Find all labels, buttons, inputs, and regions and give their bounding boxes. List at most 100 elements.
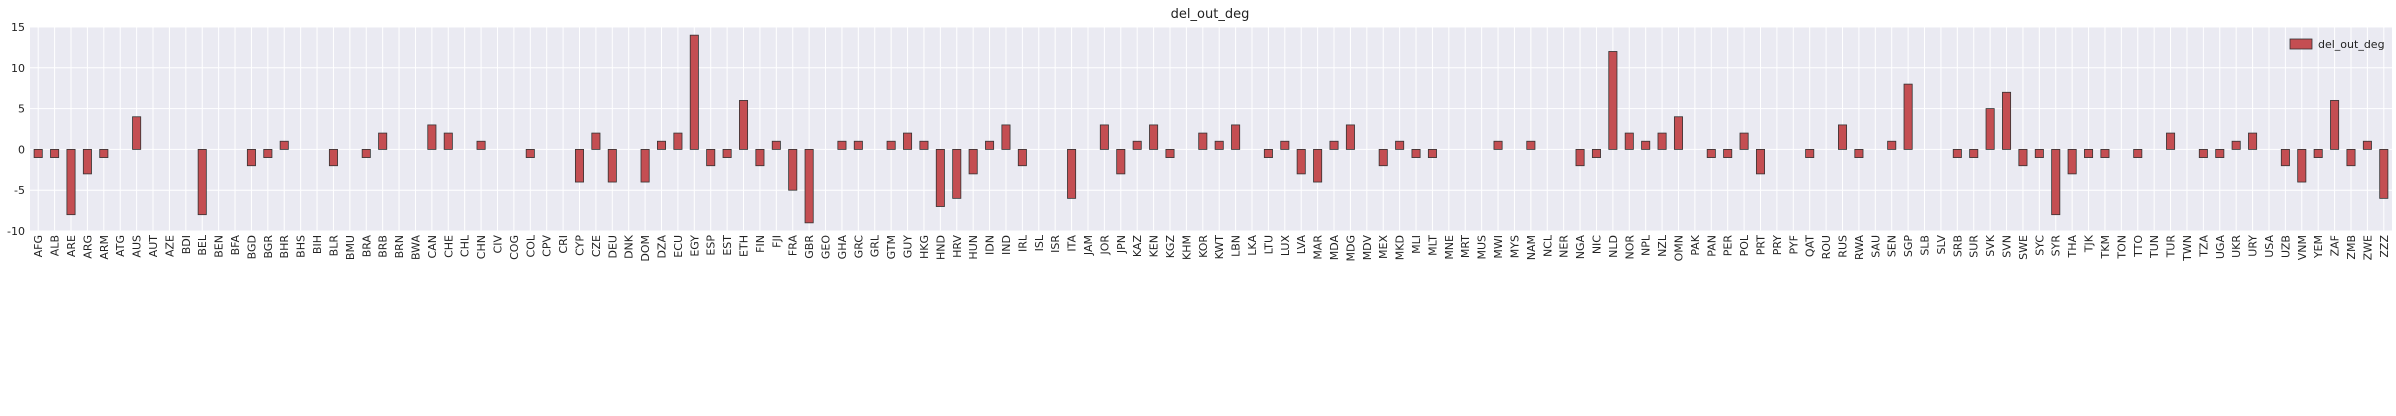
bar — [2034, 148, 2044, 158]
x-tick-label: NLD — [1607, 235, 1620, 258]
x-tick-label: CAN — [426, 235, 439, 258]
x-tick-label: KGZ — [1164, 235, 1177, 259]
x-tick-label: LBN — [1230, 235, 1243, 257]
x-tick-label: MKD — [1394, 235, 1407, 260]
x-tick-label: ALB — [49, 235, 62, 256]
x-tick-label: PAK — [1689, 234, 1702, 255]
x-tick-label: FJI — [770, 235, 783, 248]
bar — [771, 140, 781, 150]
x-tick-label: BRB — [377, 235, 390, 258]
bar — [2346, 148, 2356, 167]
x-tick-label: MUS — [1476, 235, 1489, 260]
bar — [2051, 148, 2061, 216]
bar — [2313, 148, 2323, 158]
x-tick-label: ZMB — [2345, 235, 2358, 260]
bar — [1805, 148, 1815, 158]
x-tick-label: BMU — [344, 235, 357, 260]
x-tick-label: PAN — [1705, 235, 1718, 257]
bar — [2100, 148, 2110, 158]
bar — [952, 148, 962, 199]
bar — [886, 140, 896, 150]
bar — [1493, 140, 1503, 150]
x-tick-label: BRN — [393, 235, 406, 258]
bar — [1395, 140, 1405, 150]
x-tick-label: NGA — [1574, 235, 1587, 260]
x-tick-label: TZA — [2197, 235, 2210, 258]
x-tick-label: ECU — [672, 235, 685, 258]
x-tick-label: LKA — [1246, 235, 1259, 256]
bar — [1116, 148, 1126, 175]
bar — [1739, 132, 1749, 150]
x-tick-label: BIH — [311, 235, 324, 254]
bar — [657, 140, 667, 150]
bar — [2198, 148, 2208, 158]
x-tick-label: IND — [1000, 235, 1013, 255]
x-tick-label: AUS — [131, 235, 144, 258]
bar — [1313, 148, 1323, 183]
x-tick-label: PRT — [1754, 235, 1767, 255]
x-tick-label: MNE — [1443, 235, 1456, 260]
x-tick-label: LUX — [1279, 235, 1292, 257]
bar — [1296, 148, 1306, 175]
bar — [2002, 91, 2012, 150]
bar — [1427, 148, 1437, 158]
x-tick-label: HRV — [951, 235, 964, 258]
bar — [706, 148, 716, 167]
x-tick-label: GRL — [869, 234, 882, 257]
bar — [525, 148, 535, 158]
bar — [968, 148, 978, 175]
bar — [279, 140, 289, 150]
x-tick-label: NIC — [1590, 235, 1603, 254]
x-tick-label: ARM — [98, 235, 111, 260]
x-tick-label: MDA — [1328, 235, 1341, 261]
x-tick-label: PYF — [1787, 235, 1800, 254]
x-tick-label: TKM — [2099, 235, 2112, 259]
x-tick-label: HKG — [918, 235, 931, 259]
bar — [1969, 148, 1979, 158]
x-tick-label: TJK — [2083, 234, 2096, 253]
x-tick-label: CPV — [541, 235, 554, 257]
bar — [1591, 148, 1601, 158]
x-tick-label: AUT — [147, 235, 160, 258]
x-tick-label: SEN — [1886, 235, 1899, 257]
x-tick-label: KAZ — [1131, 235, 1144, 258]
bar — [2231, 140, 2241, 150]
bar — [607, 148, 617, 183]
x-tick-label: RWA — [1853, 235, 1866, 260]
x-tick-label: NCL — [1541, 234, 1554, 257]
x-tick-label: HND — [934, 235, 947, 260]
x-tick-label: TON — [2115, 235, 2128, 260]
x-tick-label: ATG — [114, 235, 127, 257]
bar — [722, 148, 732, 158]
bar — [1854, 148, 1864, 158]
x-tick-label: AZE — [163, 235, 176, 257]
x-tick-label: ARG — [81, 235, 94, 259]
x-tick-label: GEO — [820, 235, 833, 259]
bar — [33, 148, 43, 158]
x-tick-label: BGD — [245, 235, 258, 259]
x-tick-label: KWT — [1213, 235, 1226, 260]
x-tick-label: SVN — [2001, 235, 2014, 258]
x-tick-label: SRB — [1951, 235, 1964, 257]
bar — [1345, 124, 1355, 150]
x-tick-label: VNM — [2296, 235, 2309, 260]
x-tick-label: UKR — [2230, 235, 2243, 258]
bar — [1149, 124, 1159, 150]
bar — [99, 148, 109, 158]
x-tick-label: BWA — [409, 235, 422, 260]
x-tick-label: SLB — [1919, 235, 1932, 256]
plot-area — [30, 27, 2392, 231]
x-tick-label: MAR — [1312, 235, 1325, 260]
x-tick-label: QAT — [1804, 235, 1817, 257]
bar — [1641, 140, 1651, 150]
x-tick-label: KEN — [1148, 235, 1161, 257]
bar — [919, 140, 929, 150]
x-tick-label: MRT — [1459, 235, 1472, 258]
y-tick-label: 5 — [18, 103, 25, 116]
x-tick-label: ISR — [1049, 235, 1062, 253]
bar — [1378, 148, 1388, 167]
x-tick-label: MWI — [1492, 235, 1505, 259]
bar — [2280, 148, 2290, 167]
bar — [82, 148, 92, 175]
x-tick-label: MYS — [1508, 235, 1521, 258]
